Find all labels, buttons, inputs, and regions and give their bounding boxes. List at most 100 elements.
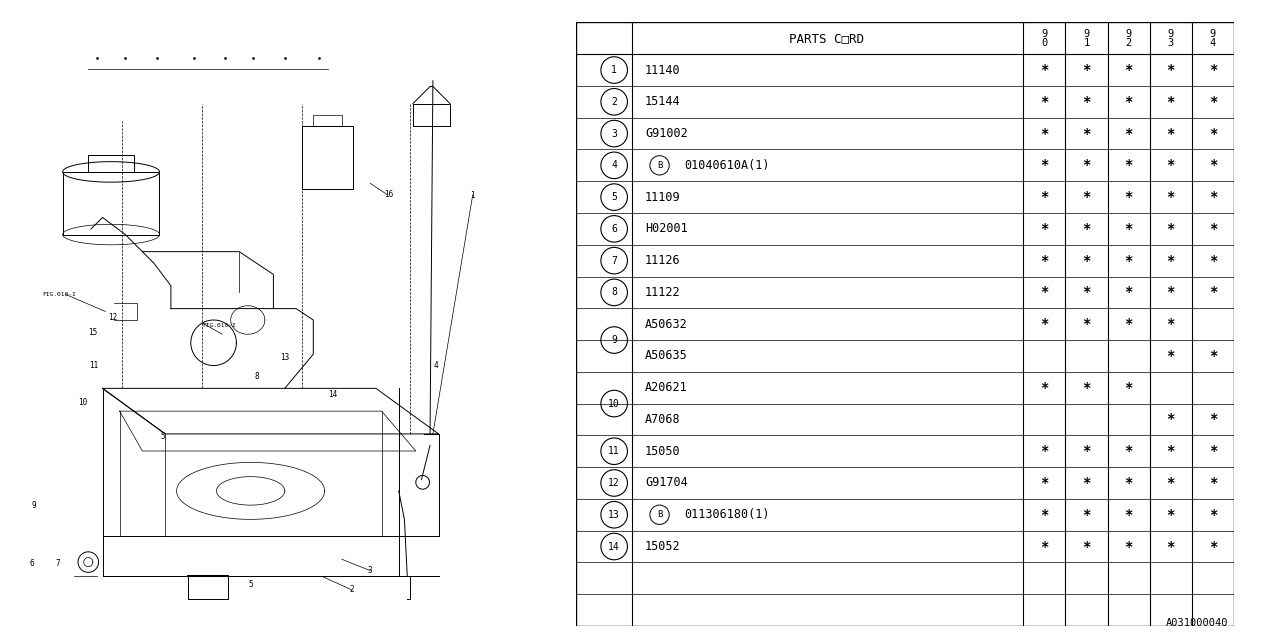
Text: A031000040: A031000040 (1166, 618, 1229, 628)
Text: *: * (1166, 127, 1175, 141)
Text: *: * (1208, 127, 1217, 141)
Text: *: * (1166, 317, 1175, 331)
Text: 15144: 15144 (645, 95, 681, 108)
Text: *: * (1041, 158, 1048, 172)
Text: 6: 6 (29, 559, 33, 568)
Text: A50635: A50635 (645, 349, 687, 362)
Text: *: * (1041, 127, 1048, 141)
Text: *: * (1208, 476, 1217, 490)
Text: 13: 13 (608, 509, 620, 520)
Text: *: * (1041, 285, 1048, 300)
Text: 3: 3 (612, 129, 617, 139)
Text: *: * (1166, 158, 1175, 172)
Text: *: * (1208, 63, 1217, 77)
Text: *: * (1166, 540, 1175, 554)
Text: *: * (1083, 222, 1091, 236)
Text: B: B (657, 510, 662, 519)
Text: *: * (1083, 381, 1091, 395)
Text: *: * (1083, 476, 1091, 490)
Text: *: * (1083, 63, 1091, 77)
Text: 9
1: 9 1 (1083, 29, 1089, 48)
Text: *: * (1041, 508, 1048, 522)
Text: 2: 2 (612, 97, 617, 107)
Text: 11: 11 (608, 446, 620, 456)
Text: 9: 9 (612, 335, 617, 345)
Text: *: * (1124, 476, 1133, 490)
Text: 12: 12 (108, 313, 118, 322)
Text: *: * (1166, 412, 1175, 426)
Text: 4: 4 (434, 361, 438, 370)
Text: 12: 12 (608, 478, 620, 488)
Text: *: * (1124, 381, 1133, 395)
Text: *: * (1166, 253, 1175, 268)
Text: *: * (1124, 508, 1133, 522)
Text: *: * (1166, 285, 1175, 300)
Text: 10: 10 (608, 399, 620, 408)
Text: *: * (1041, 476, 1048, 490)
Text: *: * (1041, 222, 1048, 236)
Text: *: * (1041, 381, 1048, 395)
Text: *: * (1166, 508, 1175, 522)
Text: 01040610A(1): 01040610A(1) (685, 159, 771, 172)
Text: 15050: 15050 (645, 445, 681, 458)
Text: *: * (1124, 317, 1133, 331)
Text: *: * (1208, 158, 1217, 172)
Text: *: * (1041, 444, 1048, 458)
Text: 11126: 11126 (645, 254, 681, 267)
Text: *: * (1124, 285, 1133, 300)
Text: *: * (1208, 253, 1217, 268)
Text: A20621: A20621 (645, 381, 687, 394)
Text: *: * (1208, 285, 1217, 300)
Text: PARTS C□RD: PARTS C□RD (788, 32, 864, 45)
Text: *: * (1041, 317, 1048, 331)
Text: 9
3: 9 3 (1167, 29, 1174, 48)
Text: *: * (1166, 444, 1175, 458)
Text: *: * (1083, 285, 1091, 300)
Text: 3: 3 (367, 566, 372, 575)
Text: *: * (1208, 190, 1217, 204)
Text: *: * (1124, 63, 1133, 77)
Text: 7: 7 (612, 255, 617, 266)
Text: *: * (1041, 540, 1048, 554)
Text: *: * (1124, 127, 1133, 141)
Text: A50632: A50632 (645, 317, 687, 331)
Text: 8: 8 (253, 372, 259, 381)
Text: FIG.010-I: FIG.010-I (202, 323, 236, 328)
Text: A7068: A7068 (645, 413, 681, 426)
Text: H02001: H02001 (645, 222, 687, 236)
Text: *: * (1083, 540, 1091, 554)
Text: B: B (657, 161, 662, 170)
Text: *: * (1124, 222, 1133, 236)
Text: *: * (1083, 158, 1091, 172)
Text: *: * (1083, 317, 1091, 331)
Text: *: * (1083, 508, 1091, 522)
Text: *: * (1208, 95, 1217, 109)
Text: *: * (1208, 508, 1217, 522)
Text: *: * (1083, 444, 1091, 458)
Text: 8: 8 (612, 287, 617, 298)
Text: *: * (1166, 349, 1175, 363)
Text: *: * (1166, 95, 1175, 109)
Text: 14: 14 (608, 541, 620, 552)
Text: 13: 13 (280, 353, 289, 362)
Text: *: * (1041, 63, 1048, 77)
Text: 15: 15 (87, 328, 97, 337)
Text: 9
4: 9 4 (1210, 29, 1216, 48)
Text: *: * (1083, 190, 1091, 204)
Text: 5: 5 (248, 580, 253, 589)
Text: *: * (1124, 158, 1133, 172)
Text: 11122: 11122 (645, 286, 681, 299)
Text: *: * (1083, 127, 1091, 141)
Text: 11140: 11140 (645, 63, 681, 77)
Text: *: * (1124, 253, 1133, 268)
Text: *: * (1041, 253, 1048, 268)
Text: 7: 7 (56, 559, 60, 568)
Text: *: * (1083, 253, 1091, 268)
Text: *: * (1041, 95, 1048, 109)
Text: *: * (1124, 95, 1133, 109)
Text: 11: 11 (90, 361, 99, 370)
Text: 1: 1 (471, 191, 475, 200)
Text: *: * (1208, 444, 1217, 458)
Text: 16: 16 (384, 190, 393, 199)
Text: *: * (1166, 63, 1175, 77)
